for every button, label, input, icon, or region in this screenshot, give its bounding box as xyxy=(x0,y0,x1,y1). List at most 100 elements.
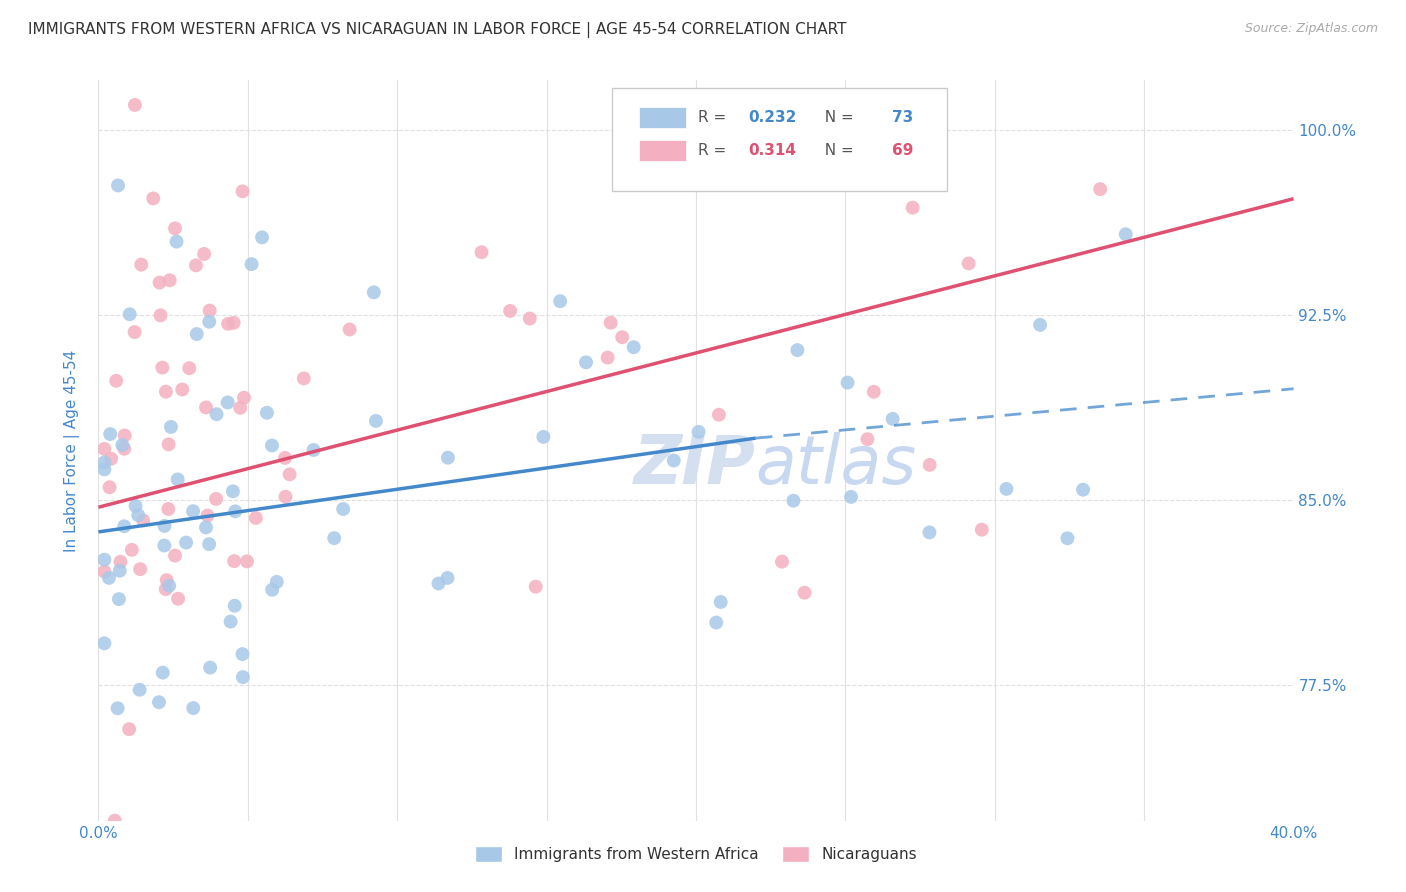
Point xyxy=(107,178,129,193)
Legend: Immigrants from Western Africa, Nicaraguans: Immigrants from Western Africa, Nicaragu… xyxy=(468,840,924,869)
Point xyxy=(575,355,598,369)
Point xyxy=(231,647,253,661)
Point xyxy=(339,322,361,336)
Point xyxy=(901,201,924,215)
Point xyxy=(108,592,131,607)
Point xyxy=(837,376,859,390)
Point xyxy=(224,599,246,613)
Point xyxy=(148,276,170,290)
Point xyxy=(278,467,301,482)
Point xyxy=(662,453,685,467)
Point xyxy=(205,407,228,421)
Text: R =: R = xyxy=(699,143,731,158)
Bar xyxy=(638,140,686,161)
Point xyxy=(260,438,283,452)
Point xyxy=(93,442,115,456)
Text: R =: R = xyxy=(699,110,731,125)
Point xyxy=(793,585,815,599)
Point xyxy=(533,430,555,444)
Point xyxy=(274,450,297,465)
Point xyxy=(174,535,197,549)
Point xyxy=(108,564,131,578)
Point xyxy=(436,571,458,585)
Text: atlas: atlas xyxy=(756,433,917,499)
Text: 73: 73 xyxy=(891,110,914,125)
Point xyxy=(124,325,146,339)
Point xyxy=(186,326,208,341)
Point xyxy=(124,499,146,513)
FancyBboxPatch shape xyxy=(613,87,948,191)
Point xyxy=(240,257,263,271)
Point xyxy=(219,615,242,629)
Point xyxy=(217,317,239,331)
Point xyxy=(184,259,207,273)
Point xyxy=(918,458,941,472)
Point xyxy=(786,343,808,358)
Point xyxy=(918,525,941,540)
Point xyxy=(98,427,121,442)
Point xyxy=(1056,531,1078,545)
Text: ZIP: ZIP xyxy=(634,433,756,499)
Text: N =: N = xyxy=(815,110,859,125)
Point xyxy=(166,235,188,249)
Point xyxy=(155,582,177,596)
Point xyxy=(150,360,173,375)
Point xyxy=(98,571,121,585)
Point xyxy=(118,307,141,321)
Point xyxy=(839,490,862,504)
Point xyxy=(172,383,194,397)
Point xyxy=(232,670,254,684)
Point xyxy=(179,361,201,376)
Point xyxy=(437,450,460,465)
Point xyxy=(153,519,176,533)
Point xyxy=(957,256,980,270)
Point xyxy=(470,245,492,260)
Point xyxy=(193,247,215,261)
Point xyxy=(112,519,135,533)
Point xyxy=(229,401,252,415)
Point xyxy=(782,493,804,508)
Point xyxy=(236,554,259,568)
Point xyxy=(363,285,385,300)
Point xyxy=(157,502,180,516)
Point xyxy=(112,442,135,456)
Text: 0.232: 0.232 xyxy=(748,110,797,125)
Point xyxy=(153,539,176,553)
Point xyxy=(499,304,522,318)
Point xyxy=(596,351,619,365)
Point xyxy=(104,814,127,828)
Point xyxy=(149,309,172,323)
Point xyxy=(163,549,186,563)
Point xyxy=(1115,227,1137,242)
Point xyxy=(862,384,884,399)
Point xyxy=(166,472,188,486)
Point xyxy=(111,438,134,452)
Point xyxy=(194,520,217,534)
Point xyxy=(159,273,181,287)
Point xyxy=(995,482,1018,496)
Text: N =: N = xyxy=(815,143,859,158)
Point xyxy=(128,682,150,697)
Point xyxy=(1029,318,1052,332)
Point xyxy=(152,665,174,680)
Point xyxy=(224,504,246,518)
Point xyxy=(124,98,146,112)
Point xyxy=(163,221,186,235)
Point xyxy=(100,451,122,466)
Text: 0.314: 0.314 xyxy=(748,143,797,158)
Point xyxy=(1071,483,1094,497)
Point xyxy=(232,185,254,199)
Point xyxy=(142,191,165,205)
Text: IMMIGRANTS FROM WESTERN AFRICA VS NICARAGUAN IN LABOR FORCE | AGE 45-54 CORRELAT: IMMIGRANTS FROM WESTERN AFRICA VS NICARA… xyxy=(28,22,846,38)
Point xyxy=(93,636,115,650)
Point xyxy=(623,340,645,354)
Point xyxy=(198,660,221,674)
Point xyxy=(222,484,245,499)
Point xyxy=(599,316,621,330)
Point xyxy=(181,701,204,715)
Point xyxy=(332,502,354,516)
Point xyxy=(274,490,297,504)
Point xyxy=(612,330,634,344)
Point xyxy=(118,722,141,736)
Point xyxy=(205,491,228,506)
